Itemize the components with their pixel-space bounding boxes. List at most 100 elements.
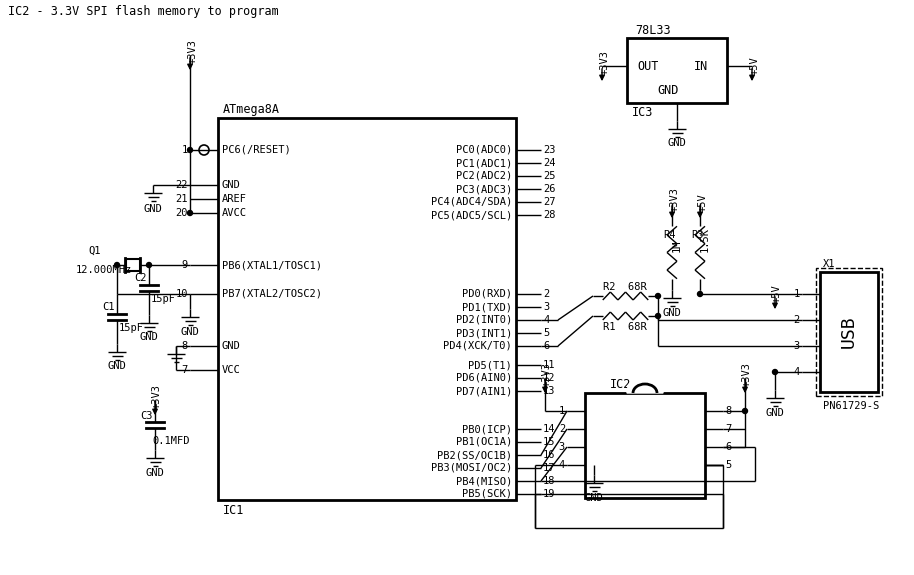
Text: PD1(TXD): PD1(TXD) xyxy=(462,302,512,312)
Text: IC3: IC3 xyxy=(632,106,654,120)
Text: GND: GND xyxy=(657,83,678,97)
Text: IC1: IC1 xyxy=(223,504,244,516)
Circle shape xyxy=(697,292,703,297)
Text: GND: GND xyxy=(108,361,126,371)
Text: 18: 18 xyxy=(543,476,556,486)
Text: PB0(ICP): PB0(ICP) xyxy=(462,424,512,434)
Text: 8: 8 xyxy=(182,341,188,351)
Text: 10: 10 xyxy=(175,289,188,299)
Text: 20: 20 xyxy=(175,208,188,218)
Text: GND: GND xyxy=(143,204,163,214)
Text: OUT: OUT xyxy=(637,59,658,72)
Text: +3V3: +3V3 xyxy=(542,362,552,387)
Bar xyxy=(218,118,516,500)
Text: PB4(MISO): PB4(MISO) xyxy=(456,476,512,486)
Text: PB1(OC1A): PB1(OC1A) xyxy=(456,437,512,447)
Bar xyxy=(627,38,727,103)
Text: 4: 4 xyxy=(793,367,800,377)
Text: 3: 3 xyxy=(793,341,800,351)
Text: 27: 27 xyxy=(543,197,556,207)
Text: 5: 5 xyxy=(543,328,549,338)
Text: 2: 2 xyxy=(543,289,549,299)
Text: +3V3: +3V3 xyxy=(152,384,162,409)
Text: GND: GND xyxy=(222,180,240,190)
Text: USB: USB xyxy=(840,316,858,348)
Text: 8: 8 xyxy=(725,406,731,416)
Text: 4: 4 xyxy=(543,315,549,325)
Circle shape xyxy=(199,145,209,155)
Text: 15pF: 15pF xyxy=(151,294,176,304)
Text: 78L33: 78L33 xyxy=(635,24,671,36)
Text: 16: 16 xyxy=(543,450,556,460)
Text: GND: GND xyxy=(663,308,681,318)
Text: PC1(ADC1): PC1(ADC1) xyxy=(456,158,512,168)
Text: 1: 1 xyxy=(558,406,565,416)
Text: 7: 7 xyxy=(725,424,731,434)
Text: AREF: AREF xyxy=(222,194,247,204)
Text: PD7(AIN1): PD7(AIN1) xyxy=(456,386,512,396)
Text: PC4(ADC4/SDA): PC4(ADC4/SDA) xyxy=(430,197,512,207)
Text: 19: 19 xyxy=(543,489,556,499)
Text: 23: 23 xyxy=(543,145,556,155)
Text: 25: 25 xyxy=(543,171,556,181)
Text: 2: 2 xyxy=(793,315,800,325)
Circle shape xyxy=(742,408,748,413)
Text: PD0(RXD): PD0(RXD) xyxy=(462,289,512,299)
Text: 2: 2 xyxy=(558,424,565,434)
Bar xyxy=(816,268,882,396)
Circle shape xyxy=(187,210,193,216)
Text: 6: 6 xyxy=(725,442,731,452)
Text: PN61729-S: PN61729-S xyxy=(823,401,879,411)
Circle shape xyxy=(655,293,661,298)
Text: +5V: +5V xyxy=(772,284,782,303)
Text: VCC: VCC xyxy=(222,365,240,375)
Text: 3: 3 xyxy=(543,302,549,312)
Text: PC3(ADC3): PC3(ADC3) xyxy=(456,184,512,194)
Text: +3V3: +3V3 xyxy=(742,362,752,387)
Text: PC6(/RESET): PC6(/RESET) xyxy=(222,145,291,155)
Text: PB6(XTAL1/TOSC1): PB6(XTAL1/TOSC1) xyxy=(222,260,322,270)
Text: +5V: +5V xyxy=(697,193,707,212)
Text: 3: 3 xyxy=(558,442,565,452)
Text: +3V3: +3V3 xyxy=(187,39,197,64)
Text: +3V3: +3V3 xyxy=(669,187,679,212)
Text: X1: X1 xyxy=(823,259,835,269)
Text: +5V: +5V xyxy=(749,56,759,75)
Text: PB2(SS/OC1B): PB2(SS/OC1B) xyxy=(437,450,512,460)
Text: R3: R3 xyxy=(691,229,703,240)
Text: Q1: Q1 xyxy=(88,246,101,256)
Text: GND: GND xyxy=(585,493,603,503)
Text: PC2(ADC2): PC2(ADC2) xyxy=(456,171,512,181)
Text: IC2 - 3.3V SPI flash memory to program: IC2 - 3.3V SPI flash memory to program xyxy=(8,6,279,18)
Text: 14: 14 xyxy=(543,424,556,434)
Text: 4: 4 xyxy=(558,460,565,470)
Text: 12.000MHz: 12.000MHz xyxy=(76,265,133,275)
Circle shape xyxy=(772,370,778,374)
Text: PC5(ADC5/SCL): PC5(ADC5/SCL) xyxy=(430,210,512,220)
Text: GND: GND xyxy=(667,138,686,148)
Text: 17: 17 xyxy=(543,463,556,473)
Circle shape xyxy=(655,313,661,319)
Bar xyxy=(126,259,140,271)
Text: 7: 7 xyxy=(182,365,188,375)
Text: 11: 11 xyxy=(543,360,556,370)
Bar xyxy=(820,272,878,392)
Text: 1.5K: 1.5K xyxy=(700,228,710,252)
Circle shape xyxy=(146,263,152,267)
Text: 15pF: 15pF xyxy=(119,323,144,333)
Text: GND: GND xyxy=(140,332,158,342)
Text: 0.1MFD: 0.1MFD xyxy=(152,436,189,446)
Text: C2: C2 xyxy=(134,273,146,283)
Text: ATmega8A: ATmega8A xyxy=(223,102,280,116)
Text: 1: 1 xyxy=(793,289,800,299)
Text: 9: 9 xyxy=(182,260,188,270)
Text: 22: 22 xyxy=(175,180,188,190)
Text: IC2: IC2 xyxy=(610,378,632,392)
Text: 24: 24 xyxy=(543,158,556,168)
Text: GND: GND xyxy=(145,468,165,478)
Text: C1: C1 xyxy=(102,302,114,312)
Text: 12: 12 xyxy=(543,373,556,383)
Text: 15: 15 xyxy=(543,437,556,447)
Text: 5: 5 xyxy=(725,460,731,470)
Text: GND: GND xyxy=(181,327,199,337)
